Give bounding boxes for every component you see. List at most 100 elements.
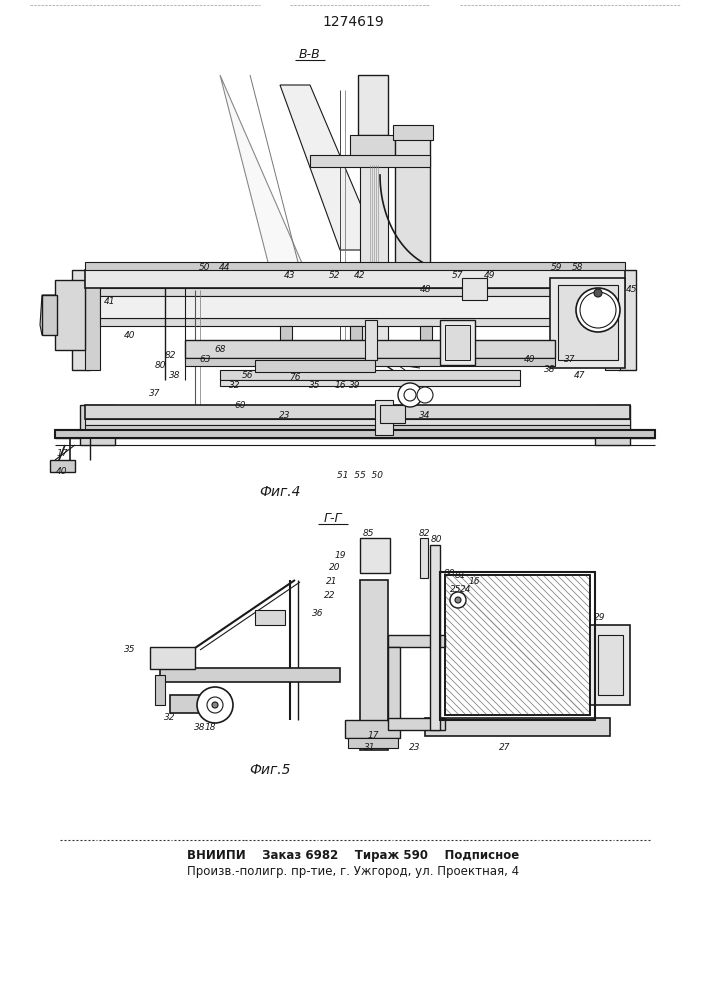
Bar [360,160,388,360]
Text: 38: 38 [169,370,181,379]
Text: 24: 24 [460,584,472,593]
Circle shape [594,289,602,297]
Bar [420,538,428,578]
Bar [440,572,595,720]
Text: 59: 59 [551,262,563,271]
Bar [55,280,85,350]
Text: 50: 50 [199,263,211,272]
Text: 20: 20 [329,564,341,572]
Bar [550,278,625,368]
Bar [345,720,400,738]
Text: 19: 19 [334,550,346,560]
Bar [350,135,395,160]
Bar [425,718,610,736]
Circle shape [580,292,616,328]
Text: Фиг.4: Фиг.4 [259,485,300,499]
Bar [72,270,90,370]
Text: 81: 81 [455,572,466,580]
Text: 49: 49 [484,270,496,279]
Text: 52: 52 [329,270,341,279]
Circle shape [576,288,620,332]
Bar [380,405,405,423]
Text: 40: 40 [525,356,536,364]
Text: 39: 39 [349,380,361,389]
Text: 60: 60 [234,400,246,410]
Text: 41: 41 [104,298,116,306]
Bar [50,460,75,472]
Bar [55,430,655,438]
Text: 32: 32 [164,712,176,722]
Circle shape [450,592,466,608]
Text: 16: 16 [334,380,346,389]
Text: 80: 80 [443,568,455,578]
Text: 34: 34 [419,410,431,420]
Polygon shape [40,295,57,335]
Bar [100,318,610,326]
Text: 38: 38 [194,722,206,732]
Bar [595,405,630,445]
Bar [85,419,630,425]
Text: Произв.-полигр. пр-тие, г. Ужгород, ул. Проектная, 4: Произв.-полигр. пр-тие, г. Ужгород, ул. … [187,865,519,879]
Text: 45: 45 [626,286,638,294]
Bar [360,580,388,750]
Text: 57: 57 [452,270,464,279]
Bar [255,610,285,625]
Text: 82: 82 [164,351,176,360]
Bar [440,320,475,365]
Bar [310,155,430,167]
Circle shape [404,389,416,401]
Text: 27: 27 [499,744,510,752]
Bar [598,635,623,695]
Circle shape [212,702,218,708]
Bar [462,278,487,300]
Bar [185,358,555,366]
Bar [160,668,340,682]
Text: 40: 40 [124,330,136,340]
Bar [445,325,470,360]
Polygon shape [220,75,305,270]
Bar [420,326,432,340]
Circle shape [398,383,422,407]
Circle shape [207,697,223,713]
Text: 38: 38 [544,365,556,374]
Bar [42,295,57,335]
Text: 63: 63 [199,356,211,364]
Bar [360,538,390,573]
Text: Г-Г: Г-Г [324,512,342,524]
Text: 54: 54 [259,365,271,374]
Bar [85,262,625,270]
Text: 80: 80 [431,536,442,544]
Text: 51  55  50: 51 55 50 [337,471,383,480]
Bar [348,738,398,748]
Bar [445,575,590,715]
Text: Фиг.5: Фиг.5 [250,763,291,777]
Bar [388,647,400,722]
Bar [220,370,520,380]
Bar [85,270,100,370]
Bar [85,425,630,431]
Bar [100,288,610,296]
Bar [393,125,433,140]
Bar [395,130,430,310]
Polygon shape [280,85,380,250]
Bar [375,400,393,435]
Text: 37: 37 [149,388,160,397]
Bar [358,75,388,135]
Bar [255,360,375,372]
Text: 36: 36 [312,608,324,617]
Bar [80,405,115,445]
Bar [590,625,630,705]
Bar [618,270,636,370]
Text: 22: 22 [325,591,336,600]
Text: 35: 35 [309,380,321,389]
Bar [430,545,440,730]
Text: 37: 37 [564,356,575,364]
Text: 48: 48 [420,286,432,294]
Circle shape [417,387,433,403]
Bar [155,675,165,705]
Text: 1274619: 1274619 [322,15,384,29]
Bar [280,326,292,340]
Text: 17: 17 [57,448,68,458]
Text: В-В: В-В [299,48,321,62]
Bar [100,296,610,318]
